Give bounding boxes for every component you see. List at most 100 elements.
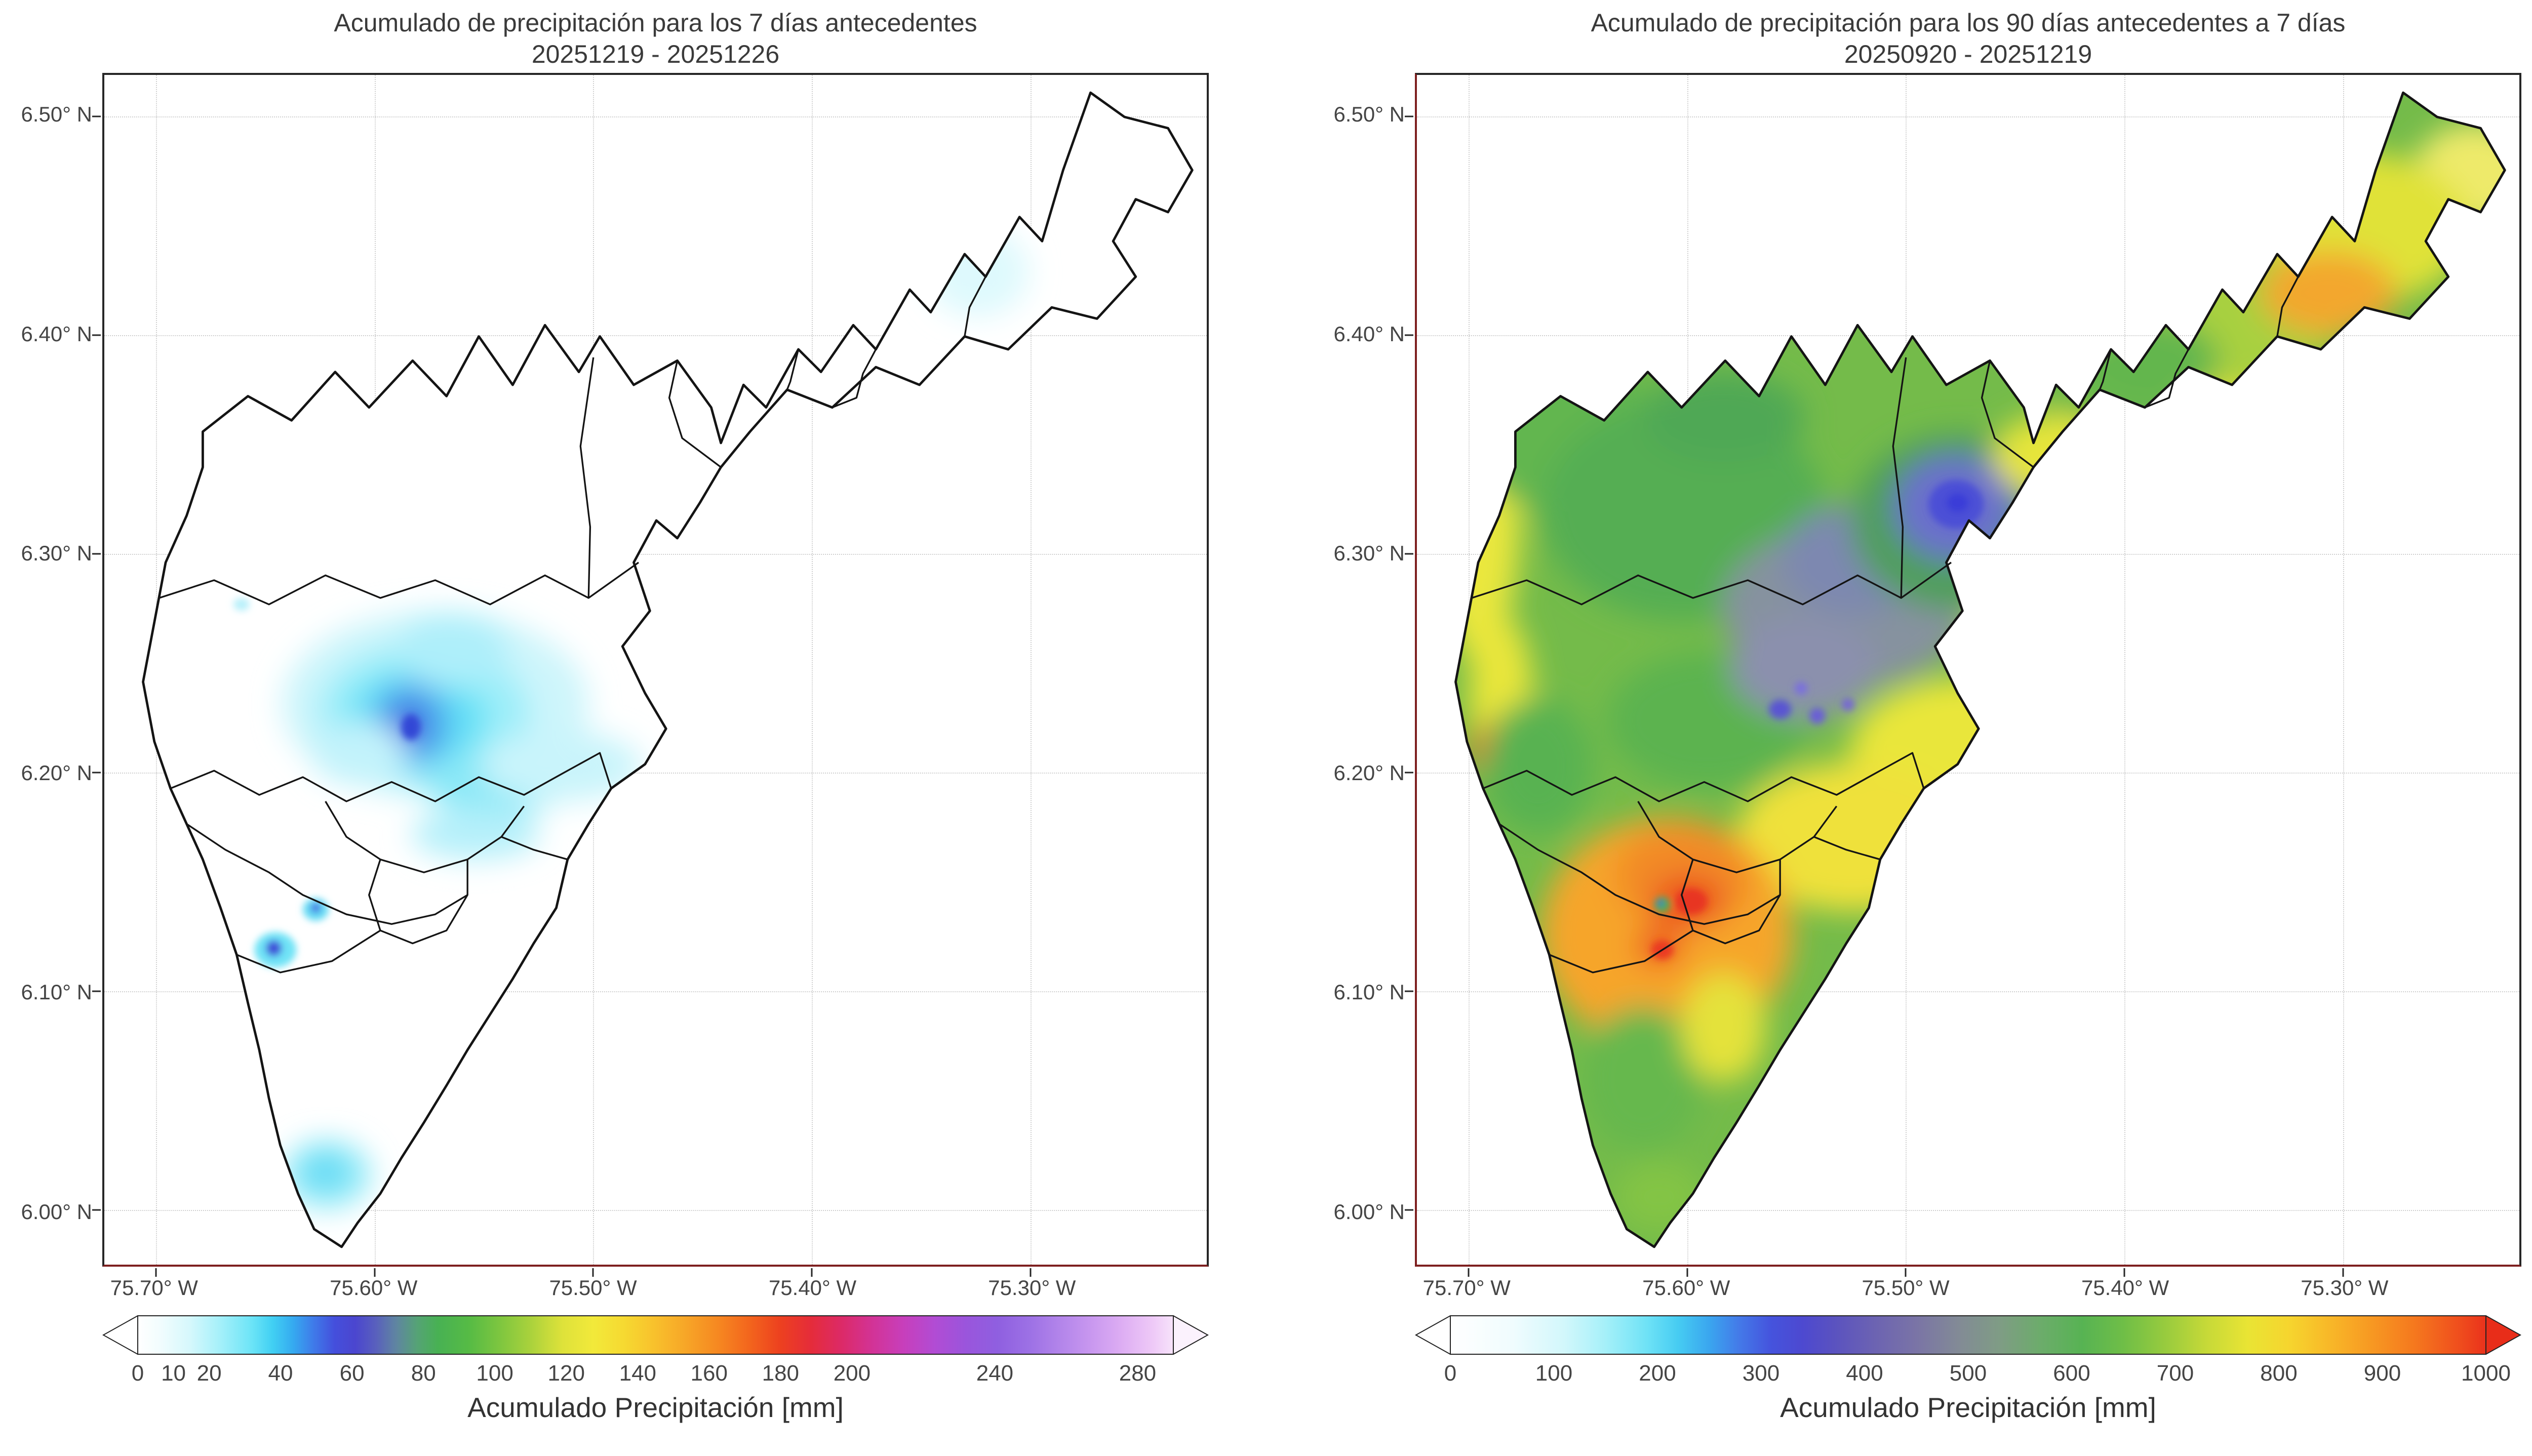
y-tick-label: 6.20° N	[21, 760, 92, 785]
colorbar-ticks: 0 100 200 300 400 500 600 700 800 900 1000	[1415, 1361, 2521, 1387]
colorbar-tick-label: 200	[833, 1361, 871, 1386]
colorbar-bar	[1450, 1315, 2486, 1355]
panel-7days-title-block: Acumulado de precipitación para los 7 dí…	[102, 7, 1209, 70]
x-axis-labels: 75.70° W 75.60° W 75.50° W 75.40° W 75.30° W	[1415, 1276, 2521, 1306]
colorbar-extend-left	[102, 1315, 138, 1355]
colorbar-tick-label: 700	[2156, 1361, 2194, 1386]
x-tick-mark	[374, 1268, 376, 1277]
y-tick-label: 6.10° N	[21, 980, 92, 1004]
colorbar-tick-label: 60	[339, 1361, 365, 1386]
precip-cell	[411, 807, 540, 860]
x-tick-label: 75.60° W	[330, 1276, 418, 1300]
colorbar-tick-label: 120	[547, 1361, 585, 1386]
x-tick-mark	[592, 1268, 594, 1277]
colorbar-tick-label: 20	[196, 1361, 222, 1386]
precip-cell	[265, 940, 282, 956]
map-base-fill	[143, 93, 1193, 1247]
colorbar-tick-label: 800	[2260, 1361, 2298, 1386]
colorbar-tick-label: 280	[1119, 1361, 1157, 1386]
colorbar-tick-label: 140	[619, 1361, 657, 1386]
y-tick-mark	[1405, 990, 1413, 992]
panel-90days-title-block: Acumulado de precipitación para los 90 d…	[1415, 7, 2521, 70]
x-tick-label: 75.50° W	[549, 1276, 637, 1300]
precip-field-cores	[1651, 480, 1984, 960]
x-tick-mark	[1030, 1268, 1032, 1277]
precip-cell	[1794, 681, 1808, 695]
precipitation-map-7days	[104, 75, 1207, 1265]
precip-cell	[926, 226, 1030, 317]
precip-cell	[401, 714, 421, 740]
precip-cell	[1657, 900, 1664, 907]
precip-cell	[2261, 251, 2397, 335]
precip-cell	[1972, 551, 2056, 713]
colorbar-label: Acumulado Precipitación [mm]	[1780, 1392, 2156, 1423]
panel-subtitle: 20251219 - 20251226	[531, 40, 780, 68]
precip-cell	[1675, 888, 1708, 915]
colorbar-tick-label: 500	[1949, 1361, 1987, 1386]
x-tick-label: 75.60° W	[1642, 1276, 1730, 1300]
colorbar-tick-label: 900	[2363, 1361, 2401, 1386]
precip-cell	[1809, 707, 1826, 724]
colorbar-tick-label: 160	[690, 1361, 728, 1386]
colorbar-block-7days: 0 10 20 40 60 80 100 120 140 160 180 200 240 280 Acum…	[102, 1315, 1209, 1456]
y-tick-label: 6.10° N	[1333, 980, 1405, 1004]
precip-cell	[1768, 699, 1792, 719]
colorbar-tick-label: 100	[476, 1361, 513, 1386]
x-tick-label: 75.30° W	[988, 1276, 1076, 1300]
panel-title: Acumulado de precipitación para los 7 dí…	[334, 9, 977, 37]
y-tick-mark	[92, 772, 101, 774]
colorbar-gradient	[1414, 1315, 2522, 1355]
precip-cell	[304, 1153, 347, 1189]
colorbar-block-90days: 0 100 200 300 400 500 600 700 800 900 1000 Acumula…	[1414, 1315, 2522, 1456]
y-tick-mark	[92, 334, 101, 336]
colorbar-tick-label: 100	[1535, 1361, 1573, 1386]
y-tick-mark	[1405, 553, 1413, 555]
colorbar-tick-label: 200	[1639, 1361, 1676, 1386]
y-tick-label: 6.30° N	[21, 541, 92, 565]
panel-subtitle: 20250920 - 20251219	[1844, 40, 2092, 68]
precip-cell	[1841, 698, 1854, 711]
y-tick-mark	[92, 1209, 101, 1211]
y-tick-label: 6.00° N	[1333, 1199, 1405, 1224]
y-tick-label: 6.00° N	[21, 1199, 92, 1224]
x-axis-labels: 75.70° W 75.60° W 75.50° W 75.40° W 75.30° W	[102, 1276, 1209, 1306]
map-plot-90days	[1405, 73, 2521, 1277]
x-tick-label: 75.70° W	[1422, 1276, 1511, 1300]
panel-7days: Acumulado de precipitación para los 7 dí…	[4, 7, 1209, 1456]
precip-field-soft	[282, 226, 1030, 1208]
y-tick-label: 6.40° N	[1333, 321, 1405, 346]
x-tick-label: 75.50° W	[1862, 1276, 1950, 1300]
x-tick-mark	[2123, 1268, 2125, 1277]
map-plot-7days	[92, 73, 1209, 1277]
colorbar-tick-label: 0	[131, 1361, 144, 1386]
precip-cell	[310, 720, 408, 785]
colorbar-ticks: 0 10 20 40 60 80 100 120 140 160 180 200 240 280	[102, 1361, 1209, 1387]
colorbar-tick-label: 80	[411, 1361, 436, 1386]
y-tick-label: 6.50° N	[1333, 102, 1405, 127]
x-tick-mark	[811, 1268, 813, 1277]
colorbar-tick-label: 400	[1846, 1361, 1883, 1386]
colorbar-label: Acumulado Precipitación [mm]	[467, 1392, 844, 1423]
panel-90days: Acumulado de precipitación para los 90 d…	[1277, 0, 2532, 1456]
precip-cell	[1581, 1006, 1705, 1152]
y-tick-mark	[1405, 115, 1413, 117]
precip-cell	[1730, 616, 1879, 719]
y-tick-mark	[92, 115, 101, 117]
y-tick-mark	[1405, 334, 1413, 336]
x-tick-mark	[155, 1268, 157, 1277]
colorbar-tick-label: 300	[1742, 1361, 1780, 1386]
colorbar-gradient	[102, 1315, 1209, 1355]
precip-cell	[310, 903, 321, 913]
y-tick-mark	[92, 553, 101, 555]
x-tick-mark	[1905, 1268, 1907, 1277]
precip-cell	[1483, 698, 1593, 834]
colorbar-bar	[137, 1315, 1174, 1355]
panel-title: Acumulado de precipitación para los 90 d…	[1591, 9, 2346, 37]
y-tick-mark	[92, 990, 101, 992]
y-tick-label: 6.50° N	[21, 102, 92, 127]
y-axis-labels: 6.50° N 6.40° N 6.30° N 6.20° N 6.10° N 6.00°…	[1317, 73, 1408, 1267]
precip-cell	[233, 598, 250, 611]
y-axis-labels: 6.50° N 6.40° N 6.30° N 6.20° N 6.10° N 6.00°…	[4, 73, 95, 1267]
precip-cell	[398, 612, 508, 687]
colorbar-tick-label: 600	[2053, 1361, 2090, 1386]
